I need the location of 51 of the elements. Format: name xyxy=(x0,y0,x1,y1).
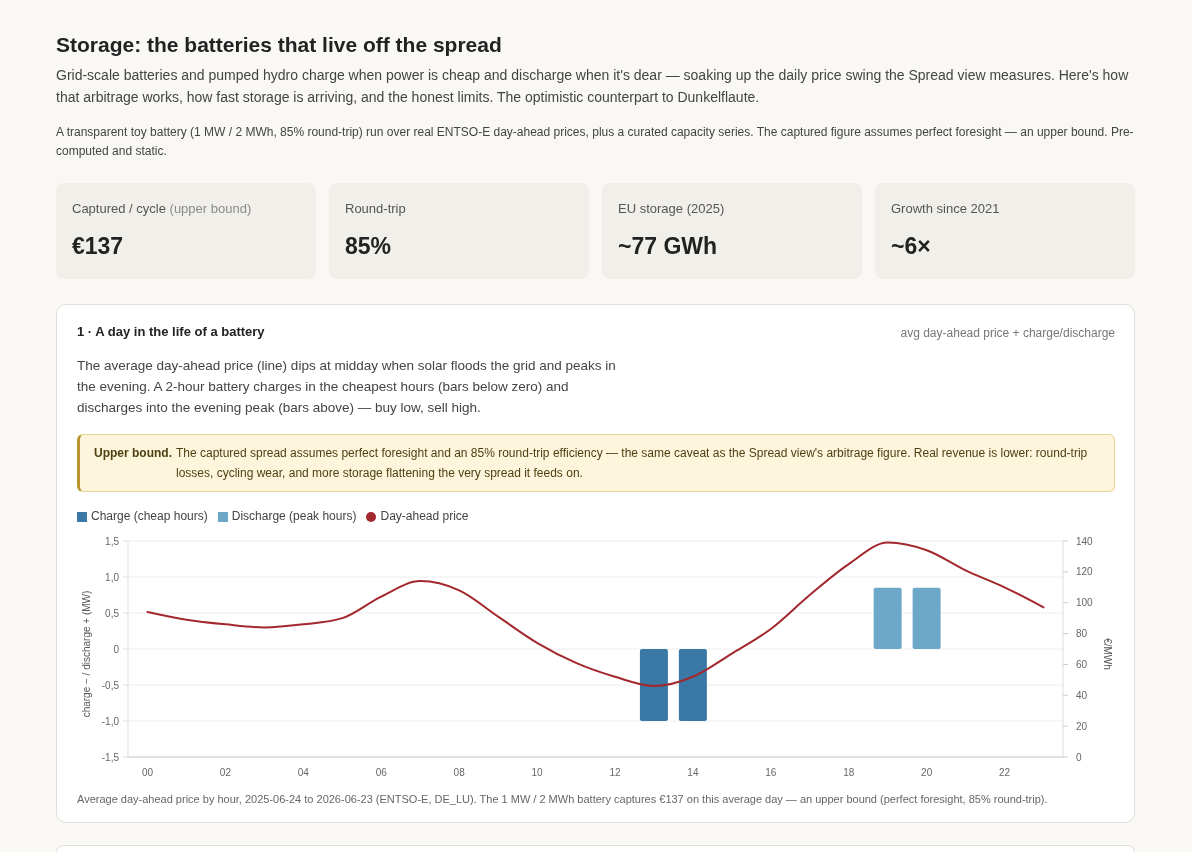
y-axis-title: charge − / discharge + (MW) xyxy=(81,590,92,718)
y-tick-label: 1,5 xyxy=(105,535,120,547)
text: Round-trip xyxy=(345,201,406,216)
y2-tick-label: 100 xyxy=(1076,597,1094,609)
x-tick-label: 08 xyxy=(453,767,466,779)
y-tick-label: 0 xyxy=(113,643,120,655)
text: A transparent toy battery (1 MW / 2 MWh, 85% round-trip) run over real ENTSO-E day-ahead prices, plus a curated capacity series. The captured figure assumes perfect foresight — an upper bound. Pre-computed and static. xyxy=(56,125,1134,158)
text: 85% xyxy=(345,233,392,259)
text: The average day-ahead price (line) dips at midday when solar floods the grid and peaks in the evening. A 2-hour battery charges in the cheapest hours (bars below zero) and discharges into the evening peak (bars above) — buy low, sell high. xyxy=(77,358,616,415)
x-tick-label: 04 xyxy=(297,767,310,779)
x-tick-label: 10 xyxy=(531,767,544,779)
y2-tick-label: 40 xyxy=(1076,689,1088,701)
y-tick-label: -1,5 xyxy=(101,751,120,763)
legend-label: Day-ahead price xyxy=(380,509,469,523)
text: Growth since 2021 xyxy=(891,201,1000,216)
legend-label: Discharge (peak hours) xyxy=(231,509,357,523)
y-tick-label: -1,0 xyxy=(101,715,120,727)
y2-tick-label: 120 xyxy=(1076,566,1094,578)
text: Average day-ahead price by hour, 2025-06-24 to 2026-06-23 (ENTSO-E, DE_LU). The 1 MW / 2 MWh battery captures €137 on this average day — an upper bound (perfect foresight, 85% round-trip). xyxy=(77,793,1048,805)
y2-tick-label: 140 xyxy=(1076,535,1094,547)
y2-tick-label: 60 xyxy=(1076,658,1088,670)
chart-subtitle: avg day-ahead price + charge/discharge xyxy=(900,326,1115,340)
y2-tick-label: 20 xyxy=(1076,720,1088,732)
y2-axis-title: €/MWh xyxy=(1102,638,1113,670)
y-tick-label: 1,0 xyxy=(105,571,120,583)
y2-tick-label: 80 xyxy=(1076,628,1088,640)
text: Captured / cycle xyxy=(72,201,166,216)
x-tick-label: 00 xyxy=(141,767,154,779)
x-tick-label: 14 xyxy=(687,767,699,779)
text: ~77 GWh xyxy=(618,233,718,259)
x-tick-label: 02 xyxy=(219,767,232,779)
text: Upper bound. xyxy=(94,446,172,460)
x-tick-label: 20 xyxy=(921,767,933,779)
y-tick-label: -0,5 xyxy=(101,679,120,691)
x-tick-label: 22 xyxy=(999,767,1011,779)
text: (upper bound) xyxy=(169,201,252,216)
text: ~6× xyxy=(891,233,931,259)
chart-title: 1 · A day in the life of a battery xyxy=(77,324,265,339)
x-tick-label: 18 xyxy=(843,767,855,779)
x-tick-label: 12 xyxy=(609,767,621,779)
text: Grid-scale batteries and pumped hydro charge when power is cheap and discharge when it's dear — soaking up the daily price swing the Spread view measures. Here's how that arbitrage works, how fast storage is arriving, and the honest limits. The optimistic counterpart to Dunkelflaute. xyxy=(56,67,1129,105)
text: Storage: the batteries that live off the spread xyxy=(56,33,502,56)
x-tick-label: 06 xyxy=(375,767,388,779)
text: €137 xyxy=(72,233,124,259)
x-tick-label: 16 xyxy=(765,767,777,779)
text: The captured spread assumes perfect foresight and an 85% round-trip efficiency — the same caveat as the Spread view's arbitrage figure. Real revenue is lower: round-trip losses, cycling wear, and more storage flattening the very spread it feeds on. xyxy=(176,446,1088,480)
text: EU storage (2025) xyxy=(618,201,725,216)
line-series xyxy=(146,541,1045,688)
y-tick-label: 0,5 xyxy=(105,607,120,619)
legend-label: Charge (cheap hours) xyxy=(91,509,208,523)
y2-tick-label: 0 xyxy=(1076,751,1082,763)
